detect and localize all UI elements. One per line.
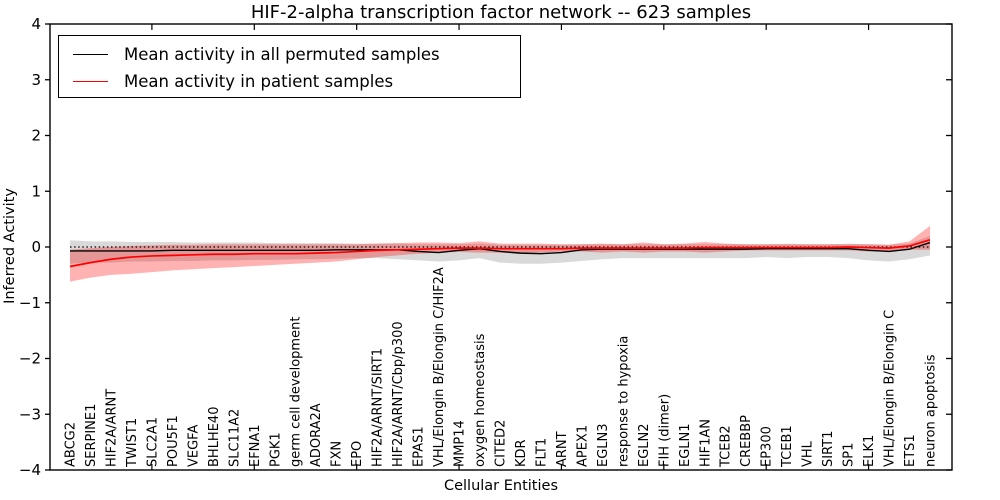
chart-title: HIF-2-alpha transcription factor network… — [250, 2, 752, 23]
x-tick-label: FXN — [330, 441, 345, 467]
x-tick-label: EGLN1 — [678, 423, 693, 467]
y-tick-label: −3 — [19, 405, 41, 423]
x-tick-label: ETS1 — [903, 434, 918, 467]
x-tick-label: SP1 — [842, 443, 857, 467]
x-tick-label: EPAS1 — [412, 426, 427, 467]
y-axis-label: Inferred Activity — [2, 188, 18, 304]
y-tick-label: −4 — [19, 461, 41, 479]
x-axis-label: Cellular Entities — [443, 478, 559, 494]
x-tick-label: HIF2A/ARNT/SIRT1 — [371, 348, 386, 467]
permuted-band — [70, 235, 930, 264]
x-tick-label: PGK1 — [268, 432, 283, 467]
legend-line-sample-patient — [73, 81, 108, 82]
x-tick-label: ELK1 — [862, 435, 877, 467]
x-tick-label: KDR — [514, 439, 529, 467]
x-tick-label: TCEB2 — [719, 425, 734, 468]
x-tick-label: FLT1 — [534, 438, 549, 467]
x-tick-label: TCEB1 — [780, 425, 795, 468]
x-tick-label: ABCG2 — [64, 422, 79, 467]
patient-mean-line — [69, 238, 931, 268]
x-tick-label: neuron apoptosis — [924, 354, 939, 467]
x-tick-label: ADORA2A — [309, 403, 324, 467]
x-tick-label: BHLHE40 — [207, 407, 222, 467]
y-tick-label: 3 — [31, 71, 41, 89]
x-tick-label: MMP14 — [453, 420, 468, 467]
x-tick-label: EGLN2 — [637, 423, 652, 467]
x-tick-label: FIH (dimer) — [657, 394, 672, 467]
x-tick-label: EFNA1 — [248, 424, 263, 467]
x-tick-label: germ cell development — [289, 317, 304, 467]
legend: Mean activity in all permuted samples Me… — [58, 35, 521, 98]
x-tick-label: VHL/Elongin B/Elongin C — [883, 310, 898, 467]
y-tick-label: 4 — [31, 15, 41, 33]
x-tick-label: VHL — [801, 440, 816, 467]
legend-label-permuted: Mean activity in all permuted samples — [124, 45, 440, 64]
x-tick-label: response to hypoxia — [616, 336, 631, 467]
x-tick-label: EP300 — [760, 426, 775, 467]
x-tick-label: POU5F1 — [166, 415, 181, 467]
y-tick-label: −1 — [19, 294, 41, 312]
legend-line-sample-permuted — [73, 54, 108, 55]
x-tick-label: APEX1 — [575, 425, 590, 467]
y-tick-label: −2 — [19, 350, 41, 368]
legend-item-patient: Mean activity in patient samples — [73, 68, 520, 95]
x-tick-label: HIF1AN — [698, 419, 713, 467]
x-tick-label: HIF2A/ARNT — [104, 389, 119, 467]
legend-label-patient: Mean activity in patient samples — [124, 72, 394, 91]
x-tick-label: EPO — [350, 441, 365, 467]
x-tick-label: CITED2 — [494, 420, 509, 467]
x-tick-label: SLC2A1 — [145, 417, 160, 467]
x-tick-label: SLC11A2 — [227, 409, 242, 467]
x-tick-label: VEGFA — [186, 425, 201, 467]
x-tick-label: EGLN3 — [596, 423, 611, 467]
x-tick-label: HIF2A/ARNT/Cbp/p300 — [391, 321, 406, 467]
permuted-mean-line — [70, 241, 931, 255]
x-tick-label: oxygen homeostasis — [473, 333, 488, 467]
x-tick-label: SIRT1 — [821, 431, 836, 467]
y-tick-label: 1 — [31, 182, 41, 200]
x-tick-label: VHL/Elongin B/Elongin C/HIF2A — [432, 267, 447, 467]
x-tick-label: TWIST1 — [125, 418, 140, 468]
y-tick-label: 2 — [31, 127, 41, 145]
x-tick-label: SERPINE1 — [84, 404, 99, 467]
x-tick-label: ARNT — [555, 431, 570, 467]
x-tick-label: CREBBP — [739, 415, 754, 467]
y-tick-label: 0 — [31, 238, 41, 256]
legend-item-permuted: Mean activity in all permuted samples — [73, 41, 520, 68]
